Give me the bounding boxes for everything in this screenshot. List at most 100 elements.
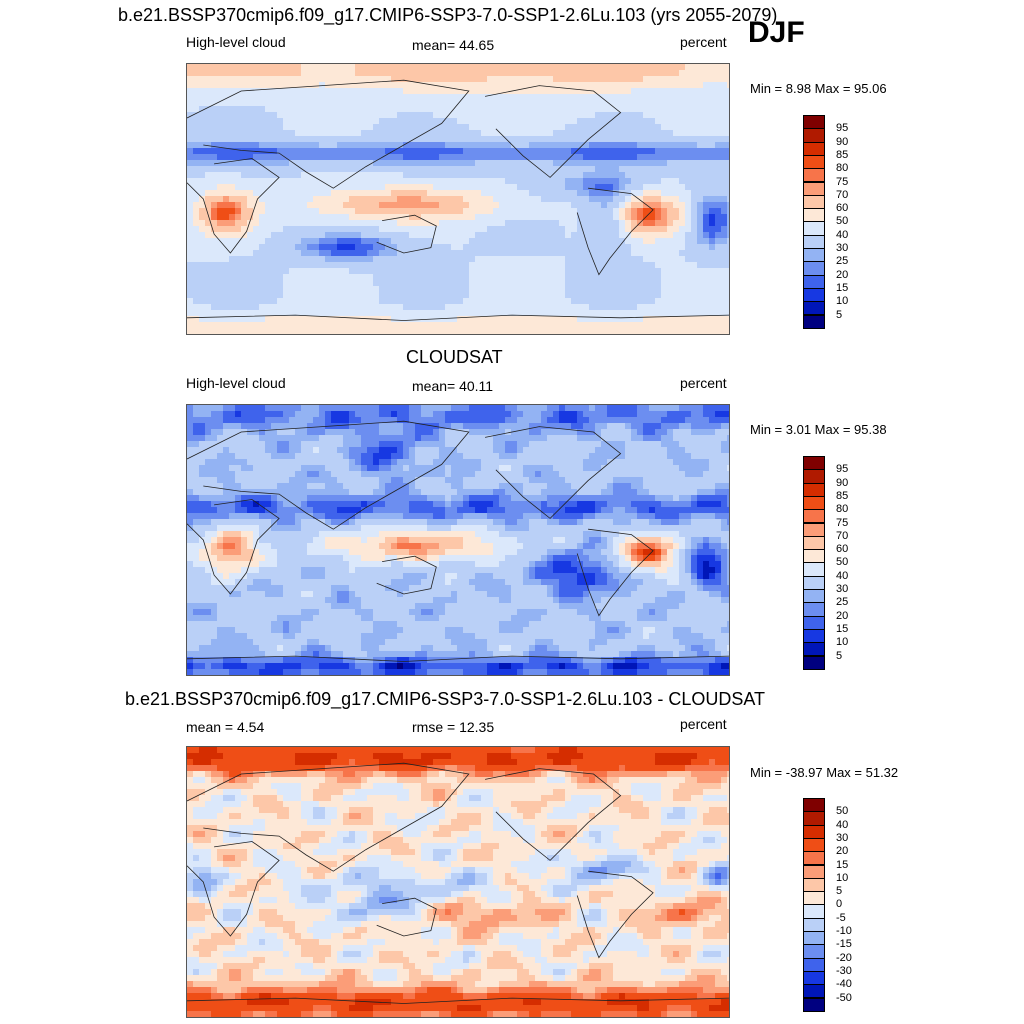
coastline [576,528,654,617]
coastline [187,997,729,1004]
colorbar-tick-label: 25 [836,255,849,268]
panel-3-minmax: Min = -38.97 Max = 51.32 [750,765,899,780]
panel-2-minmax: Min = 3.01 Max = 95.38 [750,422,887,437]
coastline [187,655,729,662]
colorbar-tick-label: 60 [836,543,849,556]
colorbar-swatch [803,141,825,156]
coastline [576,870,654,959]
colorbar-swatch [803,970,825,986]
colorbar-tick-label: 30 [836,242,849,254]
colorbar-swatch [803,984,825,999]
colorbar-swatch [803,655,825,670]
colorbar-swatch [803,628,825,644]
colorbar-tick-label: 90 [836,476,849,489]
colorbar-tick-label: 75 [836,516,849,529]
colorbar-tick-label: 95 [836,122,849,135]
colorbar-swatch [803,154,825,170]
colorbar-swatch [803,798,825,813]
colorbar-swatch [803,589,825,604]
colorbar-swatch [803,314,825,329]
colorbar-tick-label: 70 [836,529,849,542]
colorbar-swatch [803,181,825,196]
panel-2-contour-field [187,405,729,675]
panel-3-rmse-label: rmse = 12.35 [412,719,495,735]
panel-3-mean-label: mean = 4.54 [186,719,265,735]
coastline [187,499,280,595]
panel-2-mean-label: mean= 40.11 [412,378,494,394]
colorbar-tick-label: 85 [836,489,849,502]
colorbar-swatch [803,261,825,276]
coastline [187,841,280,937]
colorbar-tick-label: -50 [836,991,852,1004]
colorbar-tick-label: 15 [836,281,849,294]
colorbar-swatch [803,287,825,303]
colorbar-swatch [803,562,825,577]
colorbar-tick-label: 50 [836,805,849,818]
panel-2-units-label: percent [680,375,727,391]
colorbar-swatch [803,824,825,839]
colorbar-tick-label: 5 [836,885,843,898]
colorbar-tick-label: 20 [836,609,849,622]
colorbar-tick-label: 90 [836,135,849,148]
colorbar-swatch [803,997,825,1012]
coastline [485,768,622,861]
colorbar-swatch [803,168,825,183]
colorbar-tick-label: 25 [836,596,849,609]
colorbar-swatch [803,128,825,143]
colorbar-tick-label: 30 [836,831,849,844]
colorbar-swatch [803,208,825,223]
colorbar-tick-label: 5 [836,649,843,662]
coastline [485,85,622,178]
colorbar-tick-label: 10 [836,871,849,884]
colorbar-tick-label: 60 [836,202,849,215]
colorbar-tick-label: 30 [836,583,849,595]
colorbar-swatch [803,957,825,972]
colorbar-tick-label: 70 [836,188,849,201]
colorbar-swatch [803,469,825,484]
colorbar-tick-label: 50 [836,215,849,228]
colorbar-swatch [803,549,825,564]
colorbar-tick-label: -40 [836,978,852,991]
colorbar-tick-label: 20 [836,268,849,281]
colorbar-tick-label: 15 [836,858,849,871]
colorbar-swatch [803,891,825,906]
coastline [485,426,622,519]
colorbar-swatch [803,811,825,826]
colorbar-swatch [803,194,825,210]
panel-1-map [186,63,730,335]
colorbar-tick-label: -5 [836,911,846,924]
colorbar-tick-label: 10 [836,636,849,649]
colorbar-tick-label: 40 [836,228,849,241]
colorbar-swatch [803,575,825,590]
colorbar-swatch [803,931,825,946]
colorbar-tick-label: 95 [836,463,849,476]
colorbar-tick-label: 80 [836,162,849,175]
colorbar-tick-label: 40 [836,569,849,582]
coastline [187,420,470,530]
panel-1-units-label: percent [680,34,727,50]
colorbar-tick-label: 85 [836,148,849,161]
colorbar-tick-label: 10 [836,295,849,308]
colorbar-swatch [803,482,825,497]
panel-3-header: b.e21.BSSP370cmip6.f09_g17.CMIP6-SSP3-7.… [125,689,766,709]
colorbar-swatch [803,904,825,919]
colorbar-tick-label: 50 [836,556,849,569]
colorbar-swatch [803,301,825,316]
panel-2-header: CLOUDSAT [406,347,503,367]
colorbar-swatch [803,234,825,249]
coastline [187,79,470,189]
colorbar-swatch [803,115,825,130]
colorbar-swatch [803,456,825,471]
colorbar-swatch [803,495,825,511]
colorbar-tick-label: 20 [836,845,849,858]
coastline [187,762,470,872]
panel-1-minmax: Min = 8.98 Max = 95.06 [750,81,887,96]
coastline [187,314,729,321]
colorbar-swatch [803,509,825,524]
panel-1-contour-field [187,64,729,334]
panel-3-units-label: percent [680,716,727,732]
colorbar-tick-label: -10 [836,925,852,937]
colorbar-swatch [803,274,825,289]
colorbar-swatch [803,615,825,630]
colorbar-tick-label: 75 [836,175,849,188]
